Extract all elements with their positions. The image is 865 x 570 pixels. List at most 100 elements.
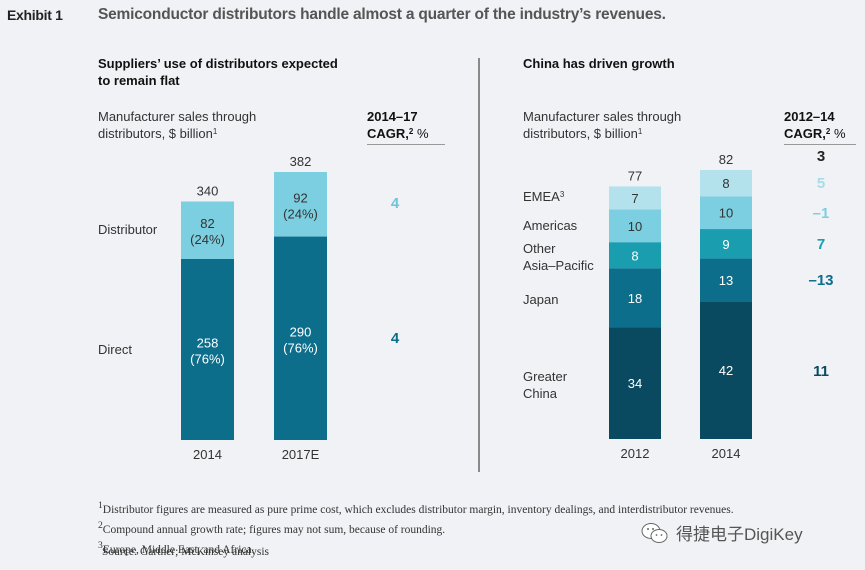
row-label-japan: Japan [523,292,559,307]
row-label-emea-text: EMEA [523,189,560,204]
cagr-value-total: 3 [816,148,826,165]
left-cagr-line1: 2014–17 [367,109,418,124]
footnote-ref: 1 [212,127,218,136]
row-label-direct: Direct [98,342,132,357]
right-cagr-header: 2012–14 CAGR,2 % [784,108,856,145]
bar-segment-distributor [181,201,234,259]
panel-divider [478,58,480,472]
bar-segment-americas [700,196,752,230]
footnote-mark: 2 [98,519,103,531]
right-unit-line1: Manufacturer sales through [523,109,682,124]
row-label-other-line2: Asia–Pacific [523,258,594,273]
bar-segment-japan [700,258,752,302]
data-label: 10 [719,206,733,221]
right-cagr-line1: 2012–14 [784,109,835,124]
right-subtitle: China has driven growth [523,56,675,71]
row-label-china-line1: Greater [523,369,568,384]
data-label-share: (76%) [283,340,318,355]
category-label: 2012 [621,446,650,461]
data-label: 82 [200,216,214,231]
row-label-distributor: Distributor [98,222,158,237]
data-label: 8 [722,176,729,191]
bar-segment-other-asia-pacific [609,242,661,269]
data-label: 290 [290,324,312,339]
data-label: 9 [722,237,729,252]
data-label-share: (76%) [190,351,225,366]
total-label: 340 [197,183,219,198]
row-label-other-apac: Other Asia–Pacific [523,240,594,274]
footnote-ref: 1 [637,127,643,136]
right-cagr-line2: CAGR, [784,126,826,141]
total-label: 77 [628,168,642,183]
left-subtitle: Suppliers’ use of distributors expected … [98,55,338,89]
total-label: 82 [719,152,733,167]
data-label-share: (24%) [283,206,318,221]
data-label: 13 [719,273,733,288]
footnote-text: Compound annual growth rate; figures may… [102,523,446,536]
cagr-value-other-apac: 7 [816,236,826,253]
bar-segment-americas [609,209,661,243]
left-cagr-pct: % [413,126,429,141]
footnote-2: 2Compound annual growth rate; figures ma… [98,518,734,538]
left-unit-label: Manufacturer sales through distributors,… [98,108,256,142]
row-label-other-line1: Other [523,241,556,256]
cagr-value-emea: 5 [816,175,826,192]
watermark-text: 得捷电子DigiKey [676,525,803,544]
cagr-value-greater-china: 11 [813,363,829,380]
cagr-value-direct: 4 [390,330,400,347]
cagr-value-japan: –13 [808,272,834,289]
footnote-ref: 2 [408,127,414,136]
bar-segment-distributor [274,172,327,237]
left-subtitle-line2: to remain flat [98,73,180,88]
cagr-value-distributor: 4 [390,195,400,212]
left-unit-line2: distributors, $ billion [98,126,213,141]
category-label: 2014 [712,446,741,461]
data-label: 258 [197,335,219,350]
footnote-1: 1Distributor figures are measured as pur… [98,498,734,518]
data-label: 10 [628,219,642,234]
left-unit-line1: Manufacturer sales through [98,109,257,124]
bar-segment-direct [274,236,327,440]
total-label: 382 [290,154,312,169]
left-subtitle-line1: Suppliers’ use of distributors expected [98,56,338,71]
footnotes: 1Distributor figures are measured as pur… [98,498,734,557]
bar-segment-direct [181,258,234,440]
right-unit-line2: distributors, $ billion [523,126,638,141]
data-label: 18 [628,291,642,306]
bar-segment-other-asia-pacific [700,229,752,259]
wechat-icon [641,522,668,543]
bar-segment-greater-china [700,301,752,439]
exhibit-label: Exhibit 1 [7,7,63,23]
bar-segment-japan [609,268,661,328]
right-cagr-pct: % [830,126,846,141]
row-label-emea: EMEA3 [523,188,564,205]
data-label: 92 [293,190,307,205]
footnote-text: Europe, Middle East, and Africa. [102,543,255,556]
left-cagr-line2: CAGR, [367,126,409,141]
category-label: 2014 [193,447,222,462]
left-cagr-header: 2014–17 CAGR,2 % [367,108,445,145]
data-label: 34 [628,376,642,391]
right-unit-label: Manufacturer sales through distributors,… [523,108,681,142]
footnote-3: 3Europe, Middle East, and Africa. [98,538,734,558]
footnote-mark: 1 [98,500,103,511]
bar-segment-emea [700,170,752,197]
footnote-mark: 3 [98,539,103,551]
watermark: 得捷电子DigiKey [640,520,803,545]
row-label-greater-china: Greater China [523,368,567,402]
bar-segment-emea [609,186,661,210]
footnote-text: Distributor figures are measured as pure… [102,503,734,516]
data-label: 7 [631,191,638,206]
data-label-share: (24%) [190,232,225,247]
cagr-value-americas: –1 [812,205,830,222]
exhibit-title: Semiconductor distributors handle almost… [98,6,666,23]
footnote-ref: 3 [559,190,565,199]
row-label-americas: Americas [523,218,578,233]
footnote-ref: 2 [825,127,831,136]
row-label-china-line2: China [523,386,557,401]
data-label: 8 [631,248,638,263]
bar-segment-greater-china [609,327,661,439]
data-label: 42 [719,363,733,378]
